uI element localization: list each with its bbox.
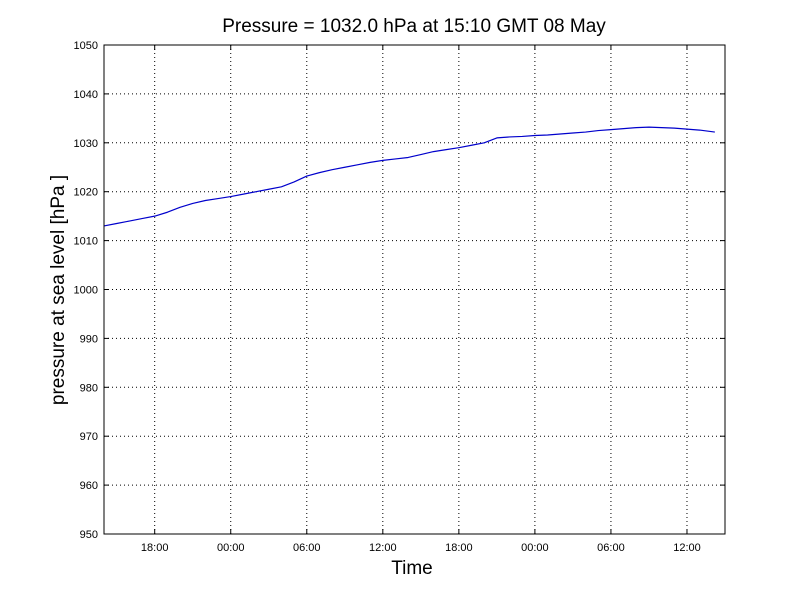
plot-area <box>104 45 725 534</box>
y-tick-label: 960 <box>80 480 98 492</box>
x-tick-label: 18:00 <box>445 542 473 554</box>
x-tick-label: 06:00 <box>293 542 321 554</box>
x-tick-label: 12:00 <box>369 542 397 554</box>
y-tick-label: 980 <box>80 382 98 394</box>
x-tick-label: 06:00 <box>597 542 625 554</box>
x-tick-label: 00:00 <box>217 542 245 554</box>
y-tick-label: 1050 <box>74 40 98 52</box>
x-axis-title: Time <box>391 558 433 579</box>
y-tick-label: 1020 <box>74 187 98 199</box>
y-tick-label: 1040 <box>74 89 98 101</box>
y-tick-label: 1000 <box>74 285 98 297</box>
x-tick-label: 12:00 <box>673 542 701 554</box>
y-tick-label: 970 <box>80 431 98 443</box>
x-tick-label: 00:00 <box>521 542 549 554</box>
x-tick-label: 18:00 <box>141 542 169 554</box>
y-tick-label: 990 <box>80 333 98 345</box>
y-axis-title: pressure at sea level [hPa ] <box>48 175 69 405</box>
y-tick-label: 1010 <box>74 236 98 248</box>
chart-title: Pressure = 1032.0 hPa at 15:10 GMT 08 Ma… <box>222 16 606 37</box>
y-tick-label: 1030 <box>74 138 98 150</box>
y-tick-label: 950 <box>80 529 98 541</box>
